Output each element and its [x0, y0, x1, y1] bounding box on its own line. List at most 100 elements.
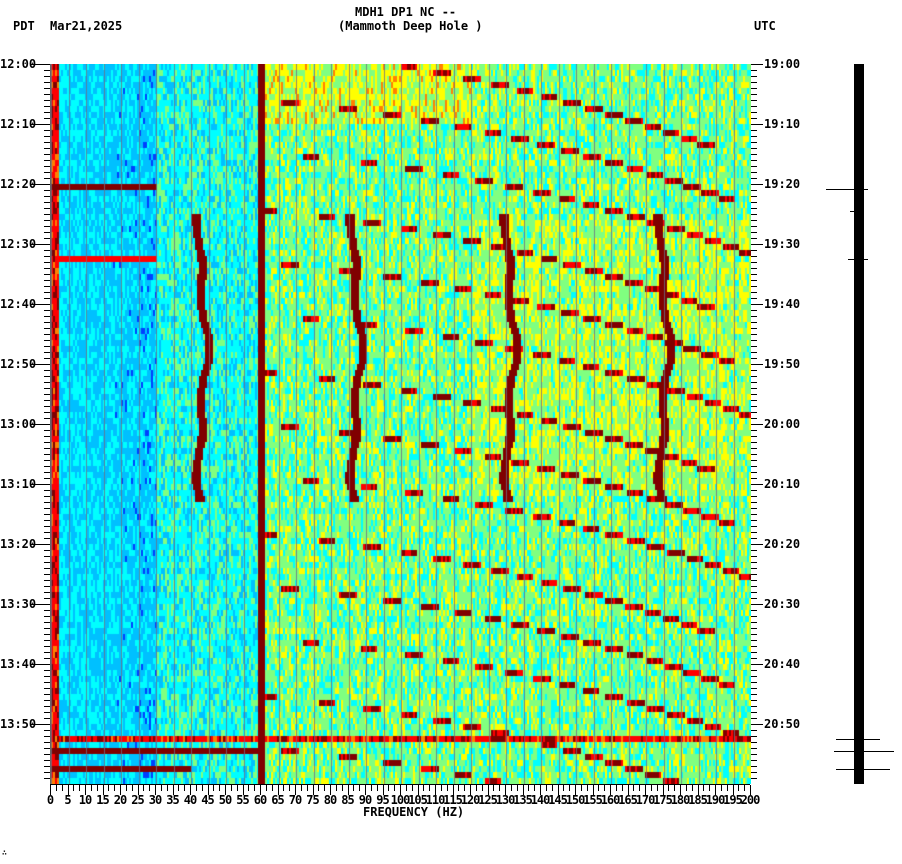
date-label: Mar21,2025 [50, 19, 123, 33]
y-tick-right [751, 304, 763, 305]
x-tick [50, 785, 51, 795]
y-tick-right [751, 358, 757, 359]
y-tick-left [44, 640, 50, 641]
x-tick [155, 785, 156, 795]
y-tick-left [44, 328, 50, 329]
y-tick-right [751, 274, 757, 275]
seismogram-spike [848, 259, 868, 260]
y-tick-left [44, 628, 50, 629]
y-tick-left [44, 676, 50, 677]
y-tick-left [44, 208, 50, 209]
y-tick-right [751, 142, 757, 143]
x-tick [365, 785, 366, 795]
y-tick-label-left: 12:50 [0, 357, 37, 371]
y-tick-right [751, 412, 757, 413]
x-tick [668, 785, 669, 791]
x-tick [581, 785, 582, 791]
x-tick [103, 785, 104, 795]
x-tick [733, 785, 734, 795]
y-tick-right [751, 352, 757, 353]
x-tick [219, 785, 220, 791]
y-tick-right [751, 328, 757, 329]
y-tick-right [751, 424, 763, 425]
y-tick-left [44, 346, 50, 347]
y-tick-right [751, 184, 763, 185]
y-tick-right [751, 514, 757, 515]
x-tick [91, 785, 92, 791]
x-tick [406, 785, 407, 791]
x-tick [307, 785, 308, 791]
y-tick-label-right: 19:50 [764, 357, 801, 371]
y-tick-right [751, 244, 763, 245]
y-tick-left [44, 400, 50, 401]
y-tick-right [751, 442, 757, 443]
x-tick [231, 785, 232, 791]
x-tick [324, 785, 325, 791]
y-tick-right [751, 778, 757, 779]
x-tick [721, 785, 722, 791]
x-tick [552, 785, 553, 791]
y-tick-right [751, 718, 757, 719]
y-tick-left [44, 292, 50, 293]
x-tick [79, 785, 80, 791]
x-tick [330, 785, 331, 795]
y-tick-left [44, 220, 50, 221]
x-axis-line [50, 784, 750, 785]
x-tick [750, 785, 751, 795]
x-tick-label: 105 [408, 793, 428, 807]
y-tick-left [44, 622, 50, 623]
x-tick [138, 785, 139, 795]
y-tick-right [751, 112, 757, 113]
y-tick-right [751, 604, 763, 605]
y-tick-label-left: 12:30 [0, 237, 37, 251]
x-tick-label: 35 [166, 793, 179, 807]
x-tick-label: 90 [358, 793, 372, 807]
x-tick [126, 785, 127, 791]
y-tick-left [44, 556, 50, 557]
y-tick-left [30, 124, 50, 125]
y-tick-left [44, 766, 50, 767]
x-tick [143, 785, 144, 791]
y-tick-left [44, 310, 50, 311]
x-tick [248, 785, 249, 791]
y-tick-right [751, 766, 757, 767]
x-tick [336, 785, 337, 791]
y-tick-left [44, 688, 50, 689]
x-tick [563, 785, 564, 791]
y-tick-right [751, 202, 757, 203]
y-tick-right [751, 688, 757, 689]
y-tick-left [44, 772, 50, 773]
y-tick-right [751, 232, 757, 233]
x-tick-label: 160 [600, 793, 621, 807]
x-tick [196, 785, 197, 791]
x-tick [295, 785, 296, 795]
x-tick [651, 785, 652, 791]
x-tick [686, 785, 687, 791]
y-tick-left [44, 262, 50, 263]
y-tick-right [751, 568, 757, 569]
x-tick [383, 785, 384, 795]
x-tick [318, 785, 319, 791]
y-tick-left [44, 226, 50, 227]
y-tick-left [44, 286, 50, 287]
x-tick [464, 785, 465, 791]
y-tick-left [44, 634, 50, 635]
y-tick-left [44, 334, 50, 335]
y-tick-left [44, 316, 50, 317]
x-tick [283, 785, 284, 791]
y-tick-label-right: 20:10 [764, 477, 801, 491]
x-tick [178, 785, 179, 791]
y-tick-left [30, 424, 50, 425]
y-tick-right [751, 88, 757, 89]
x-tick [540, 785, 541, 795]
y-tick-label-left: 13:20 [0, 537, 37, 551]
x-tick [435, 785, 436, 795]
y-tick-label-left: 12:10 [0, 117, 37, 131]
y-tick-left [44, 394, 50, 395]
x-tick [453, 785, 454, 795]
y-tick-right [751, 394, 757, 395]
y-tick-left [44, 70, 50, 71]
x-tick [598, 785, 599, 791]
x-tick [645, 785, 646, 795]
x-tick [674, 785, 675, 791]
